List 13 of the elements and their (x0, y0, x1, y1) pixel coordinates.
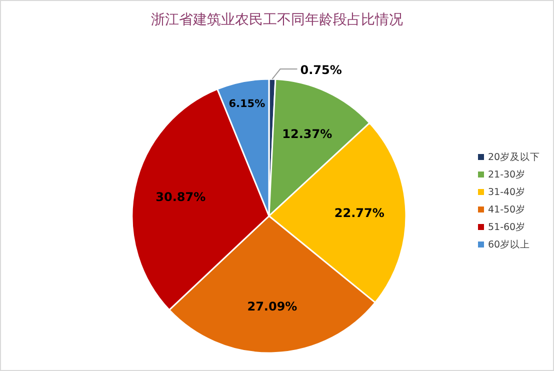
data-label: 12.37% (282, 127, 332, 142)
legend-label: 21-30岁 (488, 168, 526, 180)
chart-title: 浙江省建筑业农民工不同年龄段占比情况 (151, 12, 403, 28)
data-label: 22.77% (334, 206, 384, 220)
data-label: 0.75% (300, 63, 342, 78)
legend-label: 60岁以上 (488, 238, 530, 250)
data-label: 6.15% (228, 98, 266, 110)
legend-label: 51-60岁 (488, 221, 526, 233)
data-label: 27.09% (247, 299, 298, 314)
legend-label: 41-50岁 (488, 204, 526, 216)
legend-label: 20岁及以下 (488, 151, 540, 163)
legend-label: 31-40岁 (488, 186, 526, 198)
data-label: 30.87% (156, 190, 206, 204)
